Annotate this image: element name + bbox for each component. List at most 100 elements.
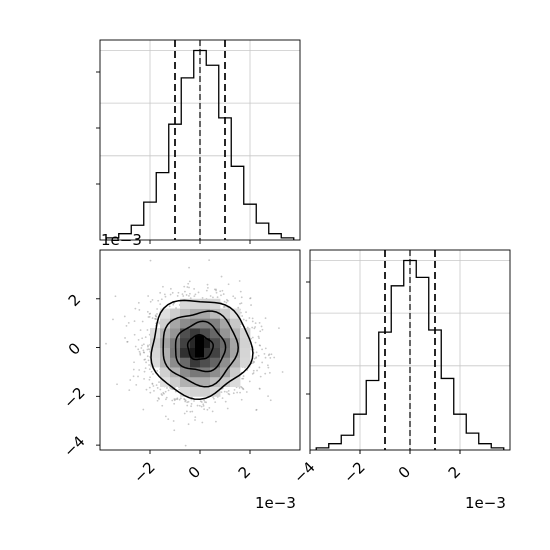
scatter-point [171, 399, 174, 402]
scatter-point [219, 290, 222, 293]
scatter-point [270, 353, 273, 356]
density-cell [180, 376, 191, 387]
y-offset-label: 1e−3 [101, 231, 142, 249]
scatter-point [264, 372, 267, 375]
scatter-point [135, 383, 138, 386]
scatter-point [240, 302, 243, 305]
scatter-point [176, 397, 179, 400]
scatter-point [188, 294, 190, 297]
scatter-point [147, 359, 150, 362]
scatter-point [257, 354, 260, 357]
scatter-point [114, 295, 117, 298]
scatter-point [259, 375, 262, 378]
scatter-point [128, 389, 131, 392]
scatter-point [224, 400, 227, 403]
scatter-point [138, 309, 141, 311]
histogram-bar [479, 444, 492, 450]
scatter-point [169, 287, 172, 290]
scatter-point [133, 333, 136, 336]
scatter-point [138, 350, 141, 353]
scatter-point [165, 398, 167, 401]
scatter-point [181, 293, 184, 296]
scatter-point [238, 387, 241, 389]
scatter-point [188, 286, 190, 289]
scatter-point [239, 290, 242, 293]
scatter-point [205, 401, 208, 404]
scatter-point [139, 352, 142, 355]
scatter-point [132, 375, 135, 378]
scatter-point [206, 286, 209, 289]
scatter-point [246, 326, 249, 329]
density-cell [170, 308, 181, 319]
histogram-bar [231, 166, 244, 240]
scatter-point [239, 311, 242, 314]
scatter-point [185, 410, 188, 413]
density-cell [180, 386, 191, 397]
scatter-point [140, 347, 143, 349]
density-cell [150, 357, 161, 368]
scatter-point [200, 401, 203, 403]
density-cell [200, 376, 211, 387]
scatter-point [200, 405, 203, 408]
scatter-point [164, 415, 167, 418]
scatter-point [253, 361, 256, 363]
contour-line [174, 320, 227, 373]
scatter-point [172, 303, 175, 306]
scatter-point [241, 315, 244, 317]
scatter-point [267, 366, 270, 369]
scatter-point [234, 297, 237, 300]
scatter-point [253, 357, 256, 360]
scatter-point [149, 391, 152, 394]
scatter-point [151, 317, 154, 319]
density-cell [180, 357, 191, 368]
scatter-point [209, 295, 212, 297]
scatter-point [258, 366, 261, 369]
scatter-point [152, 373, 154, 375]
density-cell [160, 328, 171, 339]
scatter-point [197, 291, 200, 294]
density-cell [190, 376, 201, 387]
scatter-point [133, 320, 136, 323]
scatter-point [205, 289, 208, 292]
scatter-point [215, 420, 217, 423]
scatter-point [227, 283, 230, 286]
scatter-point [163, 293, 166, 296]
scatter-point [142, 408, 145, 411]
scatter-point [159, 388, 162, 391]
scatter-point [141, 320, 144, 323]
scatter-point [256, 369, 258, 372]
scatter-point [253, 327, 256, 330]
scatter-point [164, 390, 167, 393]
scatter-point [240, 296, 243, 299]
scatter-point [202, 403, 205, 406]
density-cell [210, 357, 221, 368]
scatter-point [226, 407, 229, 410]
scatter-point [168, 305, 171, 308]
scatter-point [124, 337, 126, 339]
scatter-point [239, 391, 241, 394]
density-cell [220, 357, 231, 368]
scatter-point [176, 295, 179, 297]
contour-line [150, 299, 254, 401]
density-cell [230, 337, 241, 348]
scatter-point [222, 306, 225, 308]
scatter-point [173, 429, 176, 432]
scatter-point [189, 297, 192, 300]
scatter-point [201, 421, 204, 424]
scatter-point [188, 280, 191, 283]
contours [150, 299, 254, 401]
scatter-point [183, 412, 186, 415]
density-cell [190, 298, 201, 309]
scatter-point [139, 353, 142, 356]
density-cell [150, 337, 161, 348]
scatter-point [148, 316, 151, 318]
scatter-point [137, 348, 140, 351]
scatter-point [165, 396, 168, 399]
scatter-point [225, 301, 228, 304]
scatter-point [132, 368, 135, 371]
density-cell [200, 337, 211, 348]
scatter-point [144, 367, 147, 370]
scatter-point [188, 266, 190, 269]
scatter-point [164, 295, 167, 298]
